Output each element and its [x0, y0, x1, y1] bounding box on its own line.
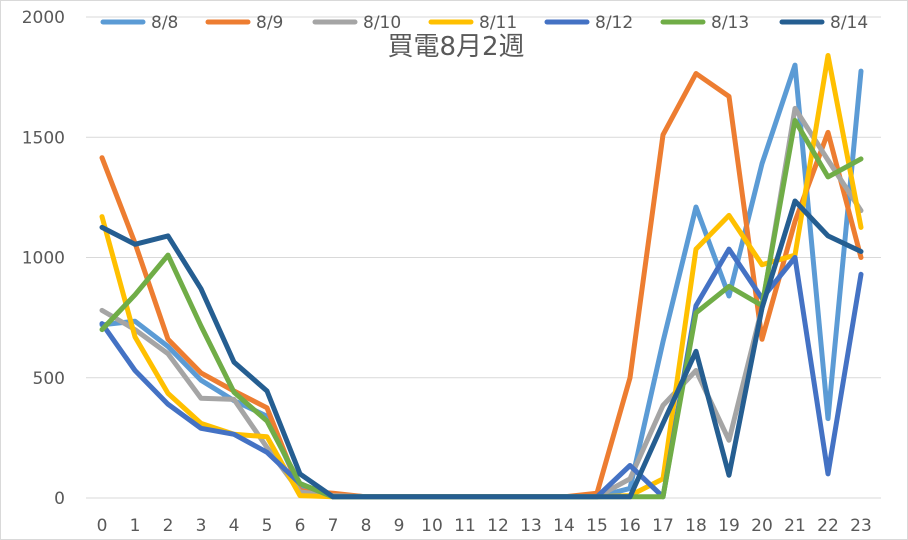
- x-tick-label: 1: [130, 516, 141, 536]
- y-axis: 0 500 1000 1500 2000: [22, 8, 65, 509]
- x-tick-label: 21: [784, 516, 806, 536]
- x-tick-label: 15: [586, 516, 608, 536]
- series-lines: [99, 53, 864, 500]
- x-tick-label: 20: [751, 516, 773, 536]
- x-tick-label: 16: [619, 516, 641, 536]
- y-tick-label: 0: [54, 489, 65, 509]
- legend-item-8-11: 8/11: [428, 13, 517, 33]
- legend-item-8-12: 8/12: [544, 13, 633, 33]
- chart-title: 買電8月2週: [387, 32, 524, 62]
- legend-item-8-13: 8/13: [660, 13, 749, 33]
- legend-label: 8/12: [595, 13, 633, 33]
- x-tick-label: 18: [685, 516, 707, 536]
- y-tick-label: 2000: [22, 8, 65, 28]
- x-tick-label: 4: [229, 516, 240, 536]
- x-tick-label: 5: [262, 516, 273, 536]
- x-tick-label: 0: [97, 516, 108, 536]
- legend-label: 8/13: [711, 13, 749, 33]
- y-tick-label: 1000: [22, 249, 65, 269]
- legend-label: 8/14: [830, 13, 868, 33]
- x-tick-label: 9: [394, 516, 405, 536]
- series-line-8-14: [99, 198, 864, 500]
- x-tick-label: 3: [196, 516, 207, 536]
- x-tick-label: 19: [718, 516, 740, 536]
- x-tick-label: 22: [817, 516, 839, 536]
- series-line-8-10: [99, 105, 864, 500]
- x-tick-label: 8: [361, 516, 372, 536]
- x-tick-label: 2: [163, 516, 174, 536]
- y-tick-label: 1500: [22, 128, 65, 148]
- legend-item-8-9: 8/9: [205, 13, 283, 33]
- legend: 8/8 8/9 8/10 8/11 8/12 8/13 8/14: [100, 13, 868, 33]
- x-tick-label: 6: [295, 516, 306, 536]
- x-tick-label: 13: [520, 516, 542, 536]
- x-tick-label: 7: [328, 516, 339, 536]
- legend-item-8-8: 8/8: [100, 13, 178, 33]
- x-tick-label: 14: [553, 516, 575, 536]
- legend-label: 8/10: [363, 13, 401, 33]
- x-axis: 0 1 2 3 4 5 6 7 8 9 10 11 12 13 14 15 16 17 18 19 20 21 22 23: [97, 516, 872, 536]
- y-tick-label: 500: [33, 369, 65, 389]
- x-tick-label: 10: [421, 516, 443, 536]
- series-line-8-13: [99, 117, 864, 500]
- x-tick-label: 11: [454, 516, 476, 536]
- x-tick-label: 17: [652, 516, 674, 536]
- legend-label: 8/8: [151, 13, 178, 33]
- legend-item-8-14: 8/14: [779, 13, 868, 33]
- legend-label: 8/11: [479, 13, 517, 33]
- x-tick-label: 12: [487, 516, 509, 536]
- legend-item-8-10: 8/10: [312, 13, 401, 33]
- legend-label: 8/9: [256, 13, 283, 33]
- x-tick-label: 23: [850, 516, 872, 536]
